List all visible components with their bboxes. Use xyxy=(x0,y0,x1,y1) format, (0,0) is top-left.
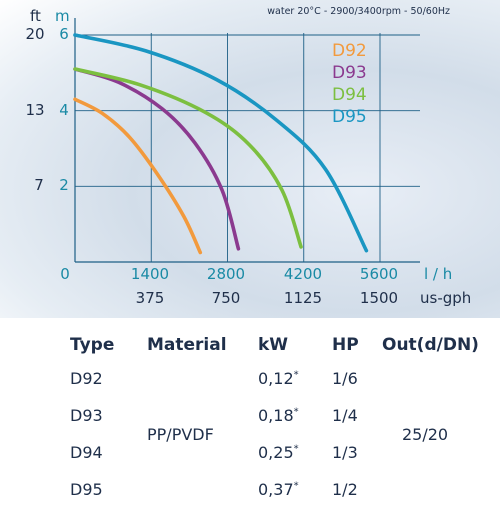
header-hp: HP xyxy=(332,335,359,355)
y-tick-ft-13: 13 xyxy=(25,101,45,119)
table-row: D92 PP/PVDF 0,12* 1/6 25/20 xyxy=(70,360,492,444)
x-tick-lh-1400: 1400 xyxy=(130,265,170,283)
x-tick-gph-1500: 1500 xyxy=(359,289,399,307)
header-out: Out(d/DN) xyxy=(382,335,479,355)
x-tick-zero: 0 xyxy=(60,265,70,283)
chart-area: water 20°C - 2900/3400rpm - 50/60Hz ft m… xyxy=(0,0,500,318)
legend-item-d92: D92 xyxy=(332,41,367,61)
x-unit-gph: us-gph xyxy=(420,289,472,307)
header-material: Material xyxy=(147,335,227,355)
legend: D92 D93 D94 D95 xyxy=(332,40,367,128)
cell-kw: 0,37* xyxy=(258,480,299,499)
y-unit-ft: ft xyxy=(30,7,41,25)
header-kw: kW xyxy=(258,335,289,355)
y-tick-m-6: 6 xyxy=(59,25,69,43)
cell-hp: 1/6 xyxy=(332,369,358,388)
y-tick-m-4: 4 xyxy=(59,101,69,119)
y-tick-m-2: 2 xyxy=(59,176,69,194)
x-tick-gph-1125: 1125 xyxy=(283,289,323,307)
chart-subtitle: water 20°C - 2900/3400rpm - 50/60Hz xyxy=(267,6,450,17)
spec-table: Type Material kW HP Out(d/DN) D92 PP/PVD… xyxy=(70,330,492,508)
table-row: D95 0,37* 1/2 xyxy=(70,471,492,508)
cell-kw: 0,18* xyxy=(258,406,299,425)
cell-out: 25/20 xyxy=(402,424,449,444)
x-tick-lh-2800: 2800 xyxy=(206,265,246,283)
pump-curve-chart xyxy=(73,18,420,263)
cell-type: D93 xyxy=(70,406,103,425)
header-type: Type xyxy=(70,335,115,355)
table-header-row: Type Material kW HP Out(d/DN) xyxy=(70,330,492,360)
curve-d92 xyxy=(73,97,203,255)
legend-item-d93: D93 xyxy=(332,63,367,83)
cell-type: D94 xyxy=(70,443,103,462)
x-tick-gph-375: 375 xyxy=(135,289,165,307)
axes xyxy=(74,18,420,263)
grid xyxy=(75,33,420,262)
x-tick-gph-750: 750 xyxy=(211,289,241,307)
cell-hp: 1/3 xyxy=(332,443,358,462)
cell-type: D95 xyxy=(70,480,103,499)
cell-material: PP/PVDF xyxy=(147,424,214,444)
cell-hp: 1/2 xyxy=(332,480,358,499)
legend-item-d94: D94 xyxy=(332,85,367,105)
x-tick-lh-4200: 4200 xyxy=(283,265,323,283)
y-unit-m: m xyxy=(55,7,70,25)
table-row: D93 0,18* 1/4 xyxy=(70,397,492,434)
table-row: D94 0,25* 1/3 xyxy=(70,434,492,471)
curve-d94 xyxy=(73,67,303,249)
x-unit-lh: l / h xyxy=(424,265,453,283)
cell-kw: 0,12* xyxy=(258,369,299,388)
curve-d93 xyxy=(73,67,241,251)
y-tick-ft-20: 20 xyxy=(25,25,45,43)
y-tick-ft-7: 7 xyxy=(34,176,44,194)
curves xyxy=(73,33,369,255)
cell-type: D92 xyxy=(70,369,103,388)
cell-kw: 0,25* xyxy=(258,443,299,462)
cell-hp: 1/4 xyxy=(332,406,358,425)
curve-d95 xyxy=(73,33,369,253)
x-tick-lh-5600: 5600 xyxy=(359,265,399,283)
legend-item-d95: D95 xyxy=(332,107,367,127)
